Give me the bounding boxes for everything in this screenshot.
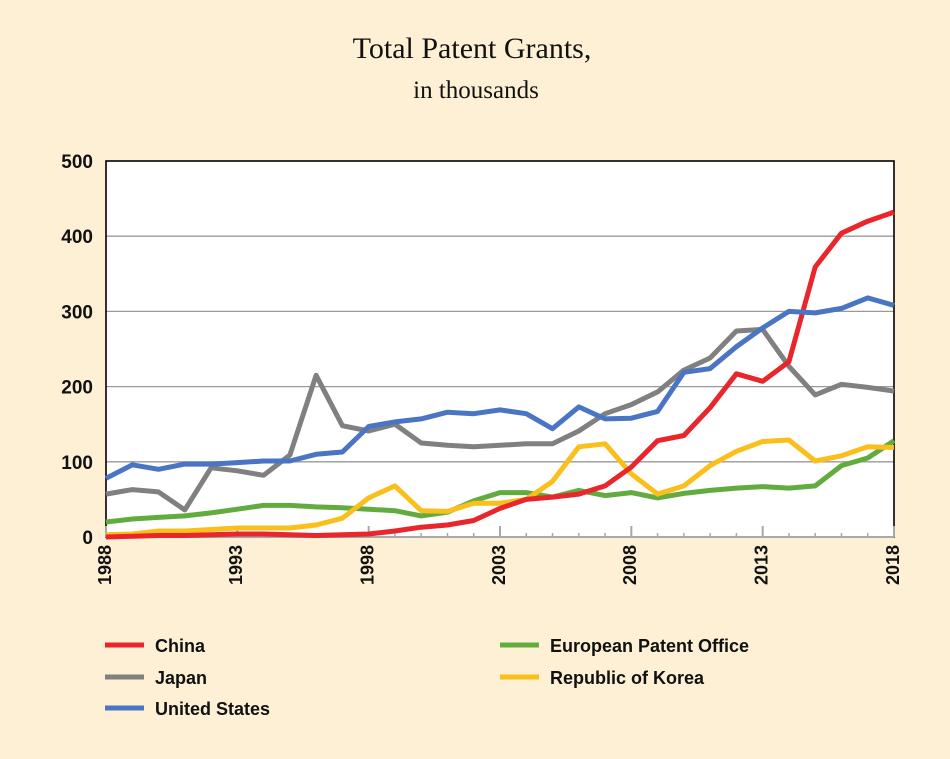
y-tick-label: 300 (61, 302, 93, 323)
y-tick-label: 100 (61, 453, 93, 474)
chart-title: Total Patent Grants, (353, 32, 592, 65)
series-lines (104, 209, 896, 540)
series-line-china (105, 209, 895, 540)
y-tick-label: 200 (61, 378, 93, 399)
x-tick-label: 2013 (751, 545, 771, 585)
x-tick-label: 1993 (226, 545, 246, 585)
series-line-united-states (104, 295, 895, 481)
x-tick-label: 2008 (620, 545, 640, 585)
legend: China European Patent Office Japan Republic… (105, 636, 749, 719)
legend-label-china: China (155, 636, 206, 656)
legend-label-united-states: United States (155, 699, 270, 719)
axes: 0 100 200 300 400 500 1988 1993 1998 2003 2008 2013… (61, 152, 902, 585)
series-line-republic-of-korea (105, 437, 895, 538)
y-tick-label: 400 (61, 227, 93, 248)
series-line-european-patent-office (105, 438, 896, 525)
legend-label-republic-of-korea: Republic of Korea (550, 668, 705, 688)
y-tick-label: 500 (61, 152, 93, 173)
chart-subtitle: in thousands (413, 77, 539, 104)
y-tick-label: 0 (82, 528, 93, 549)
x-tick-label: 2003 (489, 545, 509, 585)
plot-area (106, 161, 894, 537)
x-tick-label: 1998 (357, 545, 377, 585)
x-tick-label: 1988 (95, 545, 115, 585)
x-tick-label: 2018 (883, 545, 903, 585)
legend-label-japan: Japan (155, 668, 207, 688)
legend-label-european-patent-office: European Patent Office (550, 636, 749, 656)
